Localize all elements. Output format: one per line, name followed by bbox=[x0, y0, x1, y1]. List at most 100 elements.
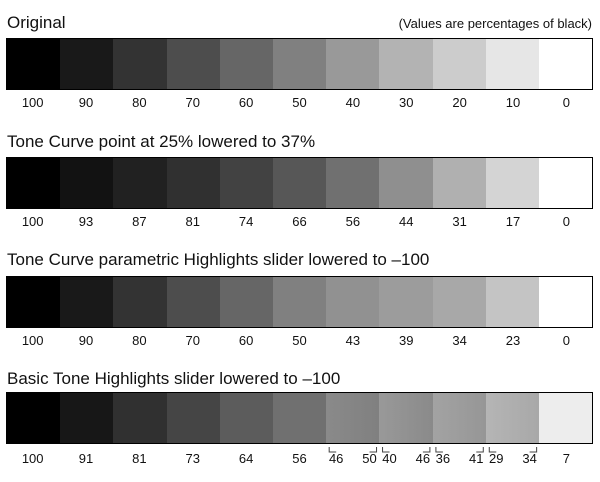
range-value-label: 50 bbox=[362, 451, 377, 466]
value-label: 81 bbox=[132, 451, 147, 466]
value-label: 100 bbox=[21, 214, 44, 229]
header-note: (Values are percentages of black) bbox=[398, 16, 592, 31]
gray-swatch bbox=[166, 158, 220, 208]
value-label: 40 bbox=[345, 95, 361, 110]
gray-swatch bbox=[485, 393, 539, 443]
gradient-strip bbox=[6, 392, 593, 444]
gray-swatch bbox=[113, 277, 167, 327]
value-label: 74 bbox=[238, 214, 254, 229]
value-label: 80 bbox=[132, 333, 147, 348]
gray-swatch bbox=[219, 39, 273, 89]
value-label: 56 bbox=[345, 214, 361, 229]
gray-swatch bbox=[219, 393, 273, 443]
value-label: 20 bbox=[452, 95, 467, 110]
gray-swatch bbox=[219, 277, 273, 327]
value-label: 0 bbox=[562, 333, 570, 348]
gray-swatch bbox=[485, 39, 539, 89]
gray-swatch bbox=[7, 277, 61, 327]
value-label: 60 bbox=[238, 95, 254, 110]
value-label: 87 bbox=[132, 214, 147, 229]
gray-swatch bbox=[60, 158, 114, 208]
gray-swatch bbox=[60, 39, 114, 89]
range-value-label: 46 bbox=[415, 451, 431, 466]
value-label: 56 bbox=[292, 451, 307, 466]
gray-swatch bbox=[166, 277, 220, 327]
value-label: 70 bbox=[185, 95, 200, 110]
row-title: Original bbox=[7, 13, 66, 32]
gray-swatch bbox=[379, 277, 433, 327]
value-label: 7 bbox=[562, 451, 570, 466]
value-label: 100 bbox=[21, 451, 44, 466]
gray-swatch bbox=[326, 39, 380, 89]
gray-swatch bbox=[538, 393, 592, 443]
row-title: Tone Curve parametric Highlights slider … bbox=[7, 250, 430, 269]
value-label: 60 bbox=[238, 333, 254, 348]
value-label: 0 bbox=[562, 95, 570, 110]
value-label: 66 bbox=[292, 214, 307, 229]
gray-swatch bbox=[60, 393, 114, 443]
gradient-strip bbox=[6, 276, 593, 328]
value-label: 10 bbox=[505, 95, 521, 110]
gray-swatch bbox=[326, 158, 380, 208]
gray-swatch bbox=[272, 39, 327, 89]
range-value-label: 36 bbox=[435, 451, 451, 466]
row-title: Basic Tone Highlights slider lowered to … bbox=[7, 369, 341, 388]
value-label: 80 bbox=[132, 95, 147, 110]
value-label: 64 bbox=[238, 451, 254, 466]
value-label: 50 bbox=[292, 333, 307, 348]
gray-swatch bbox=[60, 277, 114, 327]
gray-swatch bbox=[113, 158, 167, 208]
gray-swatch bbox=[432, 393, 486, 443]
value-label: 39 bbox=[398, 333, 414, 348]
gray-swatch bbox=[379, 393, 433, 443]
value-label: 73 bbox=[185, 451, 200, 466]
gray-swatch bbox=[272, 393, 327, 443]
value-label: 91 bbox=[78, 451, 94, 466]
gray-swatch bbox=[7, 39, 61, 89]
value-label: 0 bbox=[562, 214, 570, 229]
value-label: 93 bbox=[78, 214, 94, 229]
value-label: 70 bbox=[185, 333, 200, 348]
gray-swatch bbox=[538, 158, 592, 208]
gray-swatch bbox=[272, 277, 327, 327]
value-label: 23 bbox=[505, 333, 521, 348]
value-label: 34 bbox=[452, 333, 467, 348]
gray-swatch bbox=[113, 393, 167, 443]
row-title: Tone Curve point at 25% lowered to 37% bbox=[7, 132, 316, 151]
value-label: 81 bbox=[185, 214, 200, 229]
value-label: 31 bbox=[452, 214, 467, 229]
gradient-strip bbox=[6, 157, 593, 209]
gradient-strip bbox=[6, 38, 593, 90]
gray-swatch bbox=[113, 39, 167, 89]
gray-swatch bbox=[166, 39, 220, 89]
gray-swatch bbox=[326, 393, 380, 443]
gray-swatch bbox=[7, 393, 61, 443]
range-value-label: 41 bbox=[469, 451, 484, 466]
gray-swatch bbox=[432, 39, 486, 89]
gray-swatch bbox=[432, 277, 486, 327]
range-value-label: 34 bbox=[522, 451, 537, 466]
gray-swatch bbox=[379, 158, 433, 208]
value-label: 90 bbox=[78, 333, 94, 348]
gray-swatch bbox=[166, 393, 220, 443]
range-value-label: 40 bbox=[382, 451, 397, 466]
value-label: 17 bbox=[505, 214, 521, 229]
range-value-label: 29 bbox=[489, 451, 504, 466]
gray-swatch bbox=[485, 158, 539, 208]
value-label: 44 bbox=[398, 214, 414, 229]
gray-swatch bbox=[326, 277, 380, 327]
value-label: 100 bbox=[21, 95, 44, 110]
gray-swatch bbox=[432, 158, 486, 208]
gray-swatch bbox=[7, 158, 61, 208]
gray-swatch bbox=[485, 277, 539, 327]
value-label: 90 bbox=[78, 95, 94, 110]
value-label: 30 bbox=[398, 95, 414, 110]
gray-swatch bbox=[219, 158, 273, 208]
range-value-label: 46 bbox=[328, 451, 344, 466]
gray-swatch bbox=[538, 39, 592, 89]
value-label: 50 bbox=[292, 95, 307, 110]
gray-swatch bbox=[272, 158, 327, 208]
gray-swatch bbox=[379, 39, 433, 89]
value-label: 43 bbox=[345, 333, 361, 348]
gray-swatch bbox=[538, 277, 592, 327]
